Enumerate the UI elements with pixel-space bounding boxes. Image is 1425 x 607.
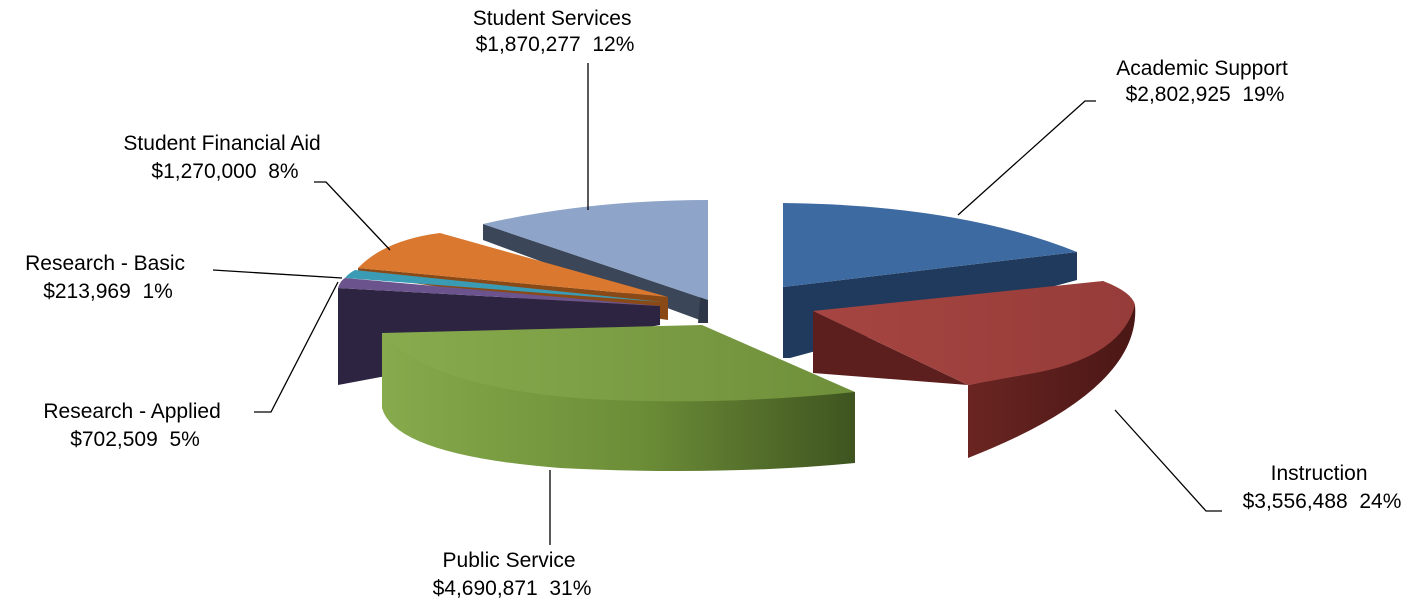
label-student-financial-aid-value: $1,270,000 xyxy=(151,160,256,183)
label-academic-support: Academic Support $2,802,925 19% xyxy=(1116,57,1293,106)
slice-instruction xyxy=(813,281,1136,458)
label-student-financial-aid-name: Student Financial Aid xyxy=(123,132,320,155)
label-public-service: Public Service $4,690,871 31% xyxy=(433,549,592,600)
label-academic-support-value: $2,802,925 xyxy=(1126,83,1231,106)
slice-research-applied-top xyxy=(338,278,660,306)
leader-student-financial-aid xyxy=(314,181,391,251)
label-student-financial-aid: Student Financial Aid $1,270,000 8% xyxy=(123,132,326,183)
label-instruction: Instruction $3,556,488 24% xyxy=(1243,462,1402,513)
slice-academic-support-top xyxy=(783,203,1077,287)
label-student-services-name: Student Services xyxy=(473,7,632,30)
label-student-financial-aid-percent: 8% xyxy=(268,160,298,183)
slice-research-basic xyxy=(345,270,662,302)
slice-student-financial-aid-top xyxy=(358,233,668,297)
label-research-applied-value: $702,509 xyxy=(70,428,158,451)
label-public-service-name: Public Service xyxy=(443,549,576,572)
label-student-services-percent: 12% xyxy=(592,33,634,56)
leader-research-basic xyxy=(212,269,343,279)
slice-public-service-top xyxy=(382,325,855,402)
label-instruction-value: $3,556,488 xyxy=(1243,490,1348,513)
leader-academic-support xyxy=(957,100,1096,216)
label-public-service-value: $4,690,871 xyxy=(433,577,538,600)
label-research-basic-value: $213,969 xyxy=(43,280,131,303)
label-public-service-percent: 31% xyxy=(549,577,591,600)
slice-student-services-top xyxy=(483,200,708,300)
label-academic-support-percent: 19% xyxy=(1242,83,1284,106)
slice-public-service xyxy=(382,325,855,472)
label-student-services-value: $1,870,277 xyxy=(476,33,581,56)
leader-instruction xyxy=(1114,409,1222,512)
label-research-basic: Research - Basic $213,969 1% xyxy=(25,252,191,303)
label-research-applied-percent: 5% xyxy=(169,428,199,451)
label-instruction-percent: 24% xyxy=(1359,490,1401,513)
label-research-basic-percent: 1% xyxy=(142,280,172,303)
label-research-applied: Research - Applied $702,509 5% xyxy=(43,400,226,451)
label-research-applied-name: Research - Applied xyxy=(43,400,220,423)
slice-instruction-top xyxy=(813,281,1135,385)
label-research-basic-name: Research - Basic xyxy=(25,252,185,275)
label-academic-support-name: Academic Support xyxy=(1116,57,1288,80)
label-instruction-name: Instruction xyxy=(1271,462,1368,485)
leader-research-applied xyxy=(254,281,339,413)
label-student-services: Student Services $1,870,277 12% xyxy=(473,7,638,56)
slice-research-basic-top xyxy=(345,270,662,302)
